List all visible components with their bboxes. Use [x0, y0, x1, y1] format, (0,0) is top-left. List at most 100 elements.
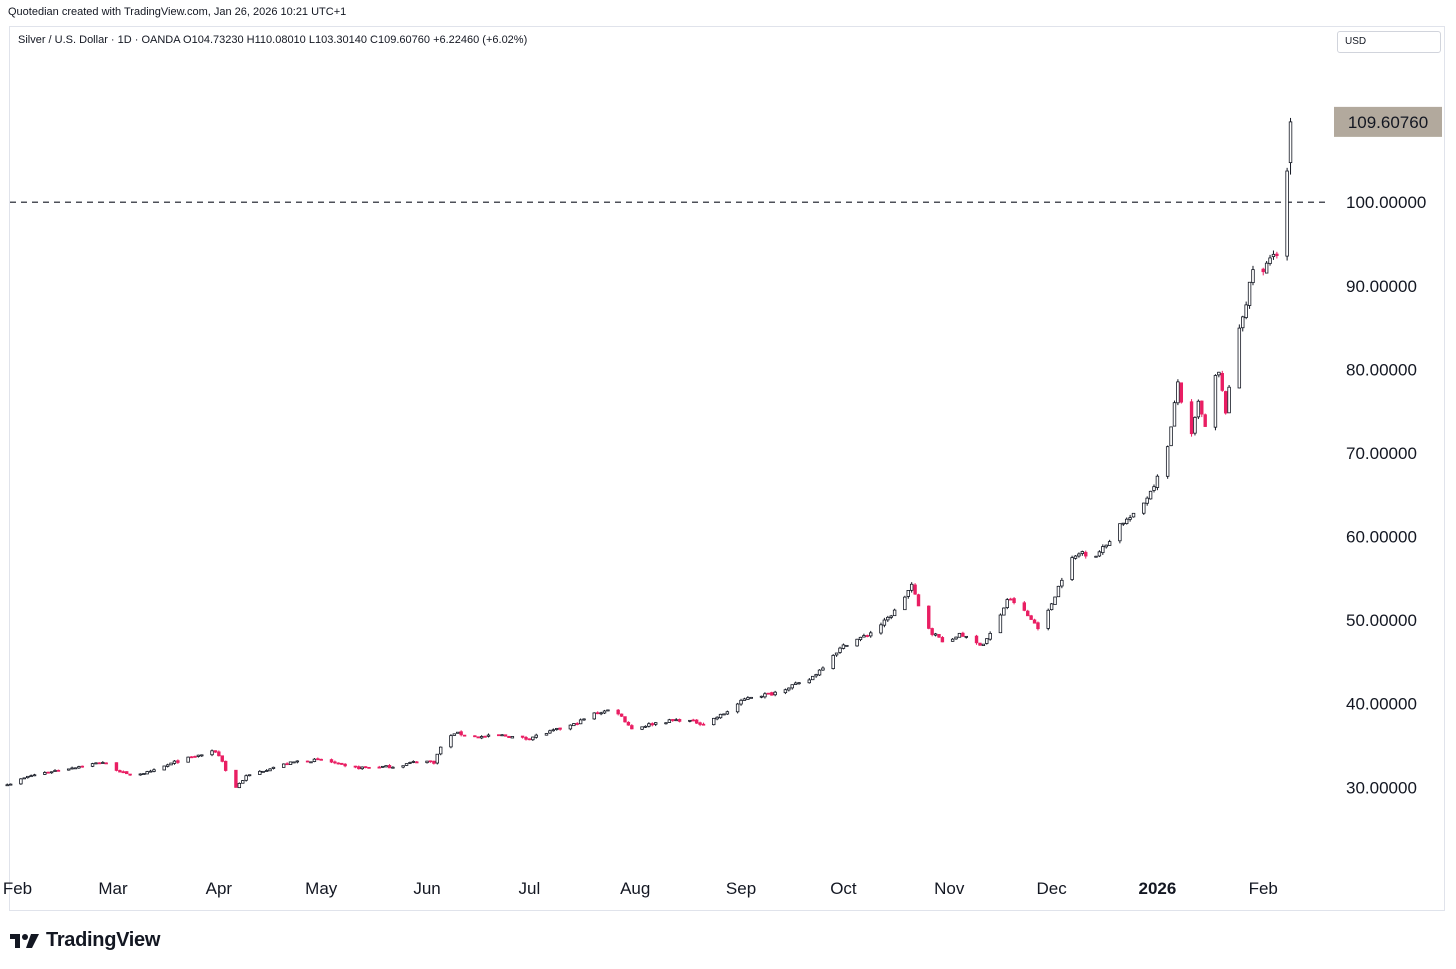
candle[interactable]: [773, 690, 777, 697]
candle[interactable]: [281, 763, 286, 768]
candle[interactable]: [70, 766, 74, 770]
candle[interactable]: [217, 750, 221, 757]
candle[interactable]: [124, 771, 129, 775]
candle[interactable]: [831, 654, 835, 670]
candle[interactable]: [1275, 251, 1279, 259]
candle[interactable]: [336, 762, 340, 765]
candle[interactable]: [479, 735, 484, 740]
candle[interactable]: [1193, 416, 1197, 436]
candle[interactable]: [353, 765, 358, 769]
candle[interactable]: [578, 718, 583, 725]
candle[interactable]: [503, 734, 508, 737]
candle[interactable]: [654, 722, 658, 727]
candle[interactable]: [19, 778, 23, 785]
candle[interactable]: [749, 696, 753, 699]
candle[interactable]: [551, 728, 556, 732]
candle[interactable]: [643, 725, 648, 728]
candle[interactable]: [220, 755, 224, 763]
candle[interactable]: [790, 684, 794, 690]
candle[interactable]: [630, 724, 634, 730]
candle[interactable]: [483, 735, 487, 738]
candle[interactable]: [1080, 550, 1085, 556]
candle[interactable]: [548, 729, 552, 734]
candle[interactable]: [1152, 484, 1156, 493]
candle[interactable]: [367, 766, 371, 769]
candle[interactable]: [1148, 490, 1153, 500]
candle[interactable]: [787, 687, 791, 692]
candle[interactable]: [1251, 265, 1255, 286]
candle[interactable]: [473, 735, 477, 738]
candle[interactable]: [247, 774, 252, 777]
candle[interactable]: [735, 702, 740, 714]
candle[interactable]: [981, 643, 986, 646]
candle[interactable]: [425, 760, 429, 764]
candle[interactable]: [128, 773, 132, 776]
candle[interactable]: [817, 669, 822, 676]
candle[interactable]: [978, 642, 982, 646]
candle[interactable]: [602, 709, 607, 715]
candle[interactable]: [558, 727, 562, 731]
candle[interactable]: [694, 719, 699, 724]
candle[interactable]: [121, 770, 125, 774]
candle[interactable]: [101, 761, 105, 764]
candle[interactable]: [841, 643, 846, 650]
candle[interactable]: [456, 731, 460, 734]
candle[interactable]: [527, 738, 532, 741]
candle[interactable]: [97, 762, 102, 765]
candle[interactable]: [1094, 555, 1098, 558]
candle[interactable]: [677, 718, 682, 723]
candle[interactable]: [234, 769, 238, 788]
candle[interactable]: [927, 605, 931, 630]
candle[interactable]: [264, 769, 269, 772]
candle[interactable]: [1002, 607, 1006, 616]
candle[interactable]: [380, 765, 385, 768]
candle[interactable]: [363, 766, 368, 769]
candle[interactable]: [568, 724, 573, 731]
symbol-legend[interactable]: Silver / U.S. Dollar · 1D · OANDA O104.7…: [18, 34, 527, 46]
candle[interactable]: [189, 756, 194, 759]
candle[interactable]: [497, 734, 501, 737]
candle[interactable]: [428, 760, 433, 763]
candle[interactable]: [1056, 585, 1061, 598]
candle[interactable]: [459, 730, 463, 737]
candle[interactable]: [73, 767, 78, 770]
candle[interactable]: [930, 627, 934, 637]
candle[interactable]: [964, 635, 968, 639]
candle[interactable]: [261, 770, 265, 773]
candle[interactable]: [1145, 496, 1149, 506]
candle[interactable]: [200, 754, 204, 757]
candle[interactable]: [1049, 602, 1054, 611]
candle[interactable]: [821, 666, 825, 671]
candle[interactable]: [1169, 426, 1173, 447]
candle[interactable]: [408, 761, 412, 765]
candle[interactable]: [77, 765, 81, 769]
candle[interactable]: [32, 773, 37, 777]
candle[interactable]: [53, 769, 57, 772]
candle[interactable]: [916, 593, 921, 607]
candle[interactable]: [46, 771, 50, 774]
candle[interactable]: [889, 614, 893, 620]
candle[interactable]: [138, 773, 143, 776]
candle[interactable]: [940, 636, 945, 643]
candle[interactable]: [449, 734, 453, 749]
candle[interactable]: [879, 622, 883, 635]
candle[interactable]: [797, 682, 801, 685]
candle[interactable]: [268, 767, 272, 772]
candle[interactable]: [1285, 167, 1289, 261]
candle[interactable]: [90, 762, 95, 768]
symbol-name[interactable]: Silver / U.S. Dollar · 1D · OANDA: [18, 34, 180, 46]
candle[interactable]: [1220, 370, 1224, 392]
candle[interactable]: [725, 710, 730, 715]
candle[interactable]: [343, 763, 347, 768]
candle[interactable]: [1101, 544, 1105, 555]
candle[interactable]: [432, 760, 436, 765]
candle[interactable]: [94, 762, 98, 765]
currency-selector[interactable]: USD: [1337, 31, 1441, 53]
candle[interactable]: [667, 718, 672, 723]
candle[interactable]: [142, 773, 146, 775]
candle[interactable]: [148, 769, 153, 773]
candle[interactable]: [223, 760, 228, 772]
candle[interactable]: [957, 632, 962, 638]
candle[interactable]: [858, 636, 863, 642]
candle[interactable]: [80, 765, 85, 768]
